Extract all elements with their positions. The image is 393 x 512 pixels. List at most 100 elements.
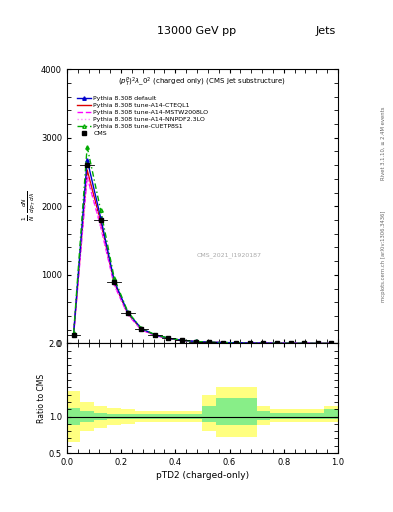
Pythia 8.308 tune-A14-NNPDF2.3LO — [152, 332, 157, 338]
Pythia 8.308 default — [180, 337, 184, 344]
Pythia 8.308 tune-A14-CTEQL1 — [71, 332, 76, 338]
Pythia 8.308 tune-A14-CTEQL1 — [220, 339, 225, 346]
Pythia 8.308 tune-A14-MSTW2008LO — [220, 339, 225, 346]
Pythia 8.308 tune-CUETP8S1 — [220, 339, 225, 346]
Pythia 8.308 tune-A14-MSTW2008LO — [315, 340, 320, 347]
Pythia 8.308 tune-A14-MSTW2008LO — [329, 340, 334, 347]
Line: Pythia 8.308 tune-A14-MSTW2008LO: Pythia 8.308 tune-A14-MSTW2008LO — [73, 177, 331, 344]
Pythia 8.308 tune-A14-NNPDF2.3LO — [71, 332, 76, 338]
Pythia 8.308 tune-A14-MSTW2008LO — [166, 335, 171, 342]
Pythia 8.308 tune-CUETP8S1 — [329, 340, 334, 347]
Pythia 8.308 tune-CUETP8S1 — [234, 340, 239, 346]
Pythia 8.308 tune-A14-NNPDF2.3LO — [98, 222, 103, 228]
Pythia 8.308 tune-CUETP8S1 — [166, 335, 171, 341]
Legend: Pythia 8.308 default, Pythia 8.308 tune-A14-CTEQL1, Pythia 8.308 tune-A14-MSTW20: Pythia 8.308 default, Pythia 8.308 tune-… — [75, 94, 211, 138]
Pythia 8.308 default — [98, 215, 103, 221]
Pythia 8.308 default — [112, 278, 117, 284]
Pythia 8.308 tune-A14-NNPDF2.3LO — [329, 340, 334, 347]
Pythia 8.308 tune-A14-CTEQL1 — [139, 326, 144, 332]
Pythia 8.308 tune-CUETP8S1 — [152, 332, 157, 338]
Text: 13000 GeV pp: 13000 GeV pp — [157, 26, 236, 36]
Pythia 8.308 tune-A14-NNPDF2.3LO — [85, 172, 90, 178]
Pythia 8.308 tune-A14-MSTW2008LO — [207, 339, 211, 346]
Pythia 8.308 tune-A14-NNPDF2.3LO — [234, 340, 239, 346]
Pythia 8.308 tune-A14-MSTW2008LO — [139, 327, 144, 333]
Pythia 8.308 tune-CUETP8S1 — [302, 340, 307, 347]
Pythia 8.308 tune-A14-MSTW2008LO — [275, 340, 279, 346]
Pythia 8.308 tune-A14-CTEQL1 — [302, 340, 307, 347]
Pythia 8.308 tune-A14-NNPDF2.3LO — [112, 282, 117, 288]
Pythia 8.308 tune-A14-MSTW2008LO — [180, 337, 184, 344]
Line: Pythia 8.308 tune-A14-NNPDF2.3LO: Pythia 8.308 tune-A14-NNPDF2.3LO — [73, 175, 331, 344]
Y-axis label: $\frac{1}{\mathit{N}}\ \frac{d\mathit{N}}{d\,p_T\,d\,\lambda}$: $\frac{1}{\mathit{N}}\ \frac{d\mathit{N}… — [21, 191, 38, 221]
Pythia 8.308 default — [152, 332, 157, 338]
Pythia 8.308 tune-A14-CTEQL1 — [125, 310, 130, 316]
Pythia 8.308 tune-A14-CTEQL1 — [193, 338, 198, 345]
Pythia 8.308 default — [248, 340, 252, 346]
Pythia 8.308 default — [85, 157, 90, 163]
Pythia 8.308 tune-A14-CTEQL1 — [180, 337, 184, 344]
Pythia 8.308 default — [166, 335, 171, 342]
Pythia 8.308 default — [275, 340, 279, 346]
Pythia 8.308 tune-CUETP8S1 — [139, 325, 144, 331]
Pythia 8.308 tune-CUETP8S1 — [275, 340, 279, 346]
Pythia 8.308 tune-A14-CTEQL1 — [207, 339, 211, 346]
Pythia 8.308 default — [329, 340, 334, 347]
Text: $(p_T^P)^2\lambda\_0^2$ (charged only) (CMS jet substructure): $(p_T^P)^2\lambda\_0^2$ (charged only) (… — [118, 76, 286, 89]
Pythia 8.308 default — [125, 309, 130, 315]
Pythia 8.308 tune-CUETP8S1 — [112, 275, 117, 281]
Pythia 8.308 default — [315, 340, 320, 347]
Pythia 8.308 tune-A14-CTEQL1 — [329, 340, 334, 347]
Pythia 8.308 tune-CUETP8S1 — [261, 340, 266, 346]
Pythia 8.308 tune-A14-MSTW2008LO — [71, 332, 76, 338]
Pythia 8.308 tune-A14-NNPDF2.3LO — [288, 340, 293, 346]
Pythia 8.308 tune-A14-MSTW2008LO — [85, 174, 90, 180]
Pythia 8.308 tune-A14-NNPDF2.3LO — [220, 339, 225, 346]
Text: Jets: Jets — [316, 26, 336, 36]
Pythia 8.308 tune-A14-CTEQL1 — [315, 340, 320, 347]
Pythia 8.308 tune-A14-MSTW2008LO — [248, 340, 252, 346]
Pythia 8.308 tune-A14-MSTW2008LO — [302, 340, 307, 347]
Pythia 8.308 tune-CUETP8S1 — [207, 339, 211, 345]
Line: Pythia 8.308 tune-CUETP8S1: Pythia 8.308 tune-CUETP8S1 — [72, 145, 333, 345]
Pythia 8.308 default — [193, 338, 198, 345]
Pythia 8.308 tune-CUETP8S1 — [125, 309, 130, 315]
Pythia 8.308 default — [139, 326, 144, 332]
Text: CMS_2021_I1920187: CMS_2021_I1920187 — [197, 253, 262, 259]
Pythia 8.308 tune-A14-MSTW2008LO — [152, 332, 157, 338]
Pythia 8.308 tune-CUETP8S1 — [85, 143, 90, 150]
Pythia 8.308 tune-A14-NNPDF2.3LO — [193, 338, 198, 345]
Pythia 8.308 default — [207, 339, 211, 345]
Pythia 8.308 tune-A14-NNPDF2.3LO — [125, 311, 130, 317]
Pythia 8.308 tune-A14-CTEQL1 — [288, 340, 293, 346]
Pythia 8.308 tune-A14-MSTW2008LO — [234, 340, 239, 346]
Pythia 8.308 tune-A14-NNPDF2.3LO — [315, 340, 320, 347]
Text: mcplots.cern.ch [arXiv:1306.3436]: mcplots.cern.ch [arXiv:1306.3436] — [381, 210, 386, 302]
Pythia 8.308 tune-A14-NNPDF2.3LO — [261, 340, 266, 346]
Y-axis label: Ratio to CMS: Ratio to CMS — [37, 374, 46, 423]
Pythia 8.308 tune-A14-MSTW2008LO — [112, 282, 117, 288]
Pythia 8.308 tune-A14-CTEQL1 — [275, 340, 279, 346]
Pythia 8.308 tune-CUETP8S1 — [315, 340, 320, 347]
Pythia 8.308 tune-A14-NNPDF2.3LO — [248, 340, 252, 346]
Pythia 8.308 tune-A14-MSTW2008LO — [288, 340, 293, 346]
Pythia 8.308 tune-A14-MSTW2008LO — [125, 311, 130, 317]
Pythia 8.308 tune-A14-NNPDF2.3LO — [207, 339, 211, 346]
Pythia 8.308 tune-A14-MSTW2008LO — [98, 224, 103, 230]
Pythia 8.308 tune-A14-MSTW2008LO — [193, 338, 198, 345]
Pythia 8.308 default — [261, 340, 266, 346]
Pythia 8.308 default — [71, 331, 76, 337]
Pythia 8.308 tune-A14-NNPDF2.3LO — [166, 335, 171, 342]
Pythia 8.308 default — [288, 340, 293, 346]
Pythia 8.308 default — [302, 340, 307, 347]
Pythia 8.308 tune-CUETP8S1 — [193, 338, 198, 345]
Pythia 8.308 default — [234, 340, 239, 346]
X-axis label: pTD2 (charged-only): pTD2 (charged-only) — [156, 471, 249, 480]
Pythia 8.308 tune-CUETP8S1 — [288, 340, 293, 346]
Pythia 8.308 tune-A14-CTEQL1 — [98, 219, 103, 225]
Pythia 8.308 tune-CUETP8S1 — [71, 330, 76, 336]
Pythia 8.308 default — [220, 339, 225, 346]
Pythia 8.308 tune-A14-CTEQL1 — [166, 335, 171, 342]
Pythia 8.308 tune-A14-CTEQL1 — [234, 340, 239, 346]
Line: Pythia 8.308 tune-A14-CTEQL1: Pythia 8.308 tune-A14-CTEQL1 — [73, 170, 331, 344]
